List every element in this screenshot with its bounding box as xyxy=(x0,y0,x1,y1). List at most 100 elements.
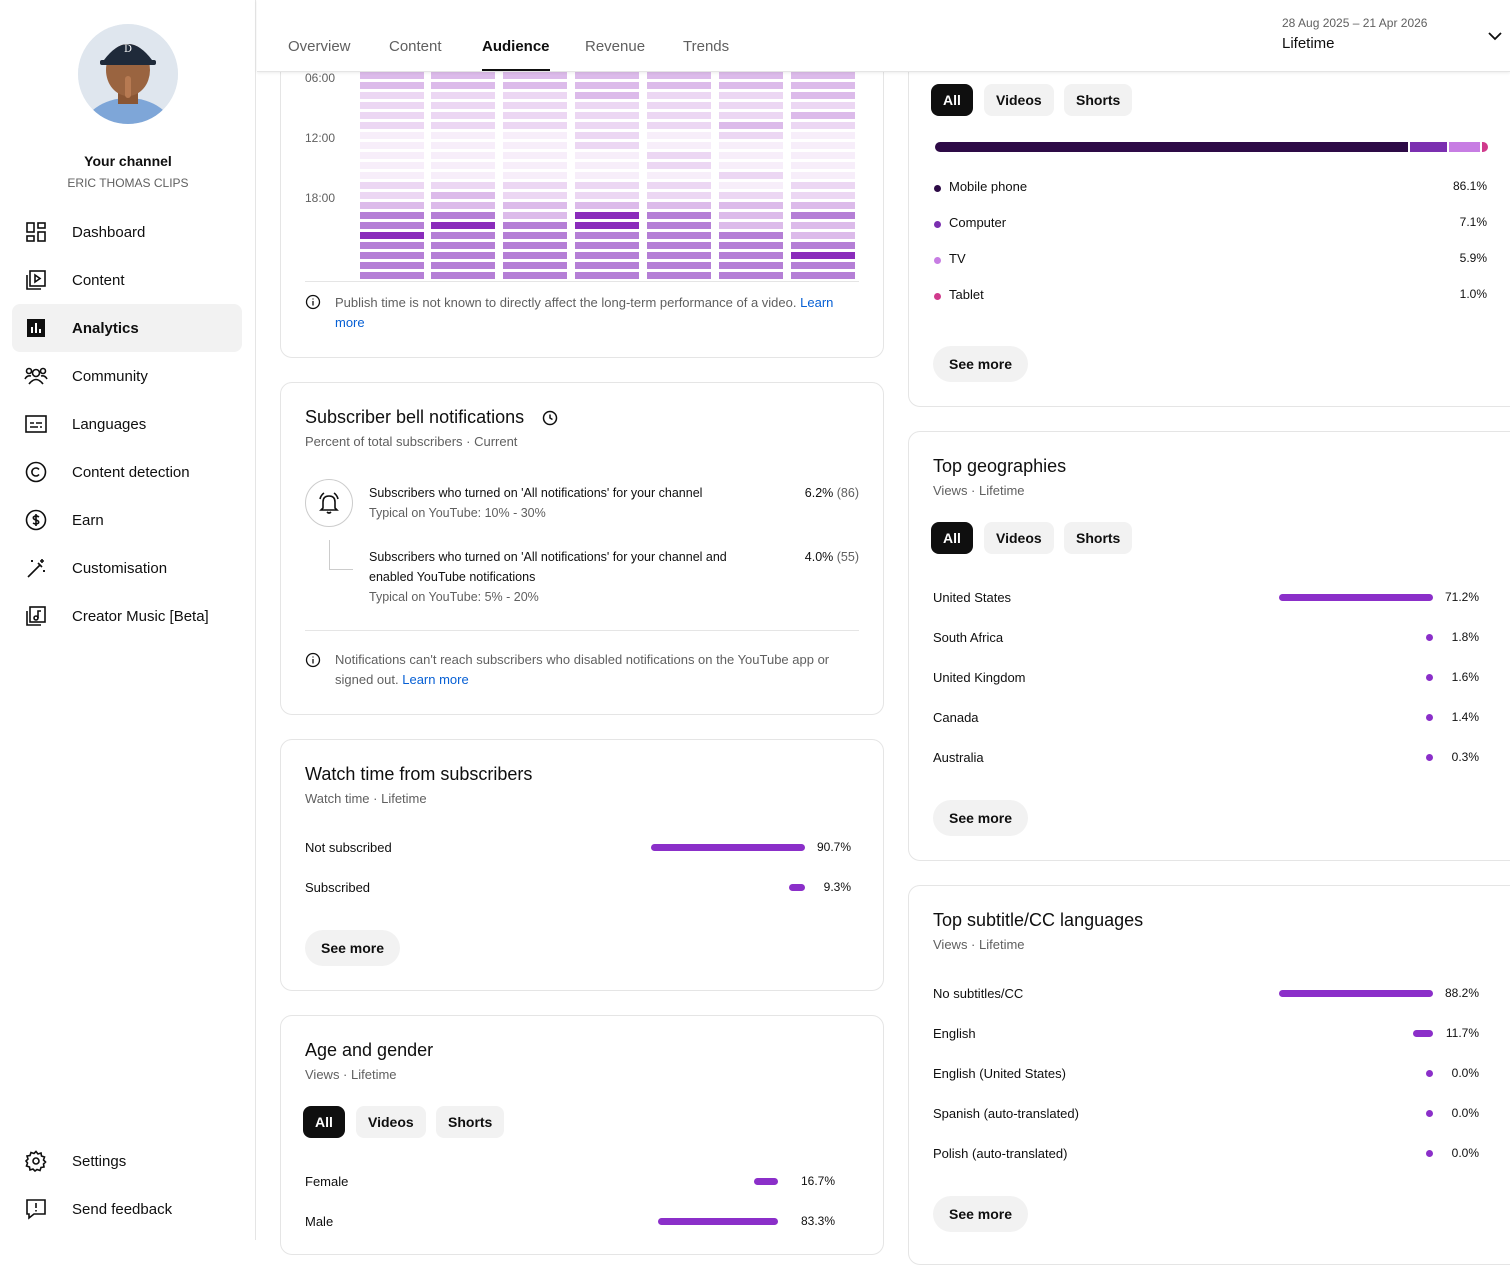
card-title: Watch time from subscribers xyxy=(305,764,533,784)
heatmap-cell xyxy=(791,262,855,269)
heatmap-cell xyxy=(647,132,711,139)
divider xyxy=(305,281,859,282)
sidebar-item-content[interactable]: Content xyxy=(12,256,242,304)
heatmap-cell xyxy=(719,182,783,189)
row-label: English (United States) xyxy=(933,1066,1066,1081)
filter-videos[interactable]: Videos xyxy=(984,522,1054,554)
date-range-text[interactable]: 28 Aug 2025 – 21 Apr 2026 xyxy=(1282,16,1428,30)
learn-more-link[interactable]: more xyxy=(335,315,365,330)
tab-trends[interactable]: Trends xyxy=(683,38,730,55)
heatmap-cell xyxy=(647,262,711,269)
sidebar-item-analytics[interactable]: Analytics xyxy=(12,304,242,352)
gear-icon xyxy=(24,1149,48,1173)
heatmap-cell xyxy=(431,92,495,99)
filter-videos[interactable]: Videos xyxy=(356,1106,426,1138)
row-value: 1.6% xyxy=(1451,670,1479,684)
sidebar-item-label: Send feedback xyxy=(72,1200,173,1218)
filter-all[interactable]: All xyxy=(303,1106,345,1138)
see-more-button[interactable]: See more xyxy=(305,930,401,966)
heatmap-cell xyxy=(431,212,495,219)
languages-icon xyxy=(24,412,48,436)
heatmap-cell xyxy=(719,202,783,209)
sidebar-item-label: Earn xyxy=(72,511,104,529)
percentage-bar xyxy=(658,1218,778,1225)
heatmap-cell xyxy=(647,222,711,229)
publish-note: Publish time is not known to directly af… xyxy=(335,295,834,330)
percentage-dot xyxy=(1426,1150,1433,1157)
row-value: 16.7% xyxy=(800,1174,835,1188)
earn-icon xyxy=(24,508,48,532)
heatmap-cell xyxy=(503,162,567,169)
time-label: 18:00 xyxy=(305,191,336,205)
row-value: 83.3% xyxy=(800,1214,835,1228)
filter-shorts[interactable]: Shorts xyxy=(436,1106,505,1138)
filter-all[interactable]: All xyxy=(931,522,973,554)
heatmap-cell xyxy=(575,162,639,169)
sidebar-item-languages[interactable]: Languages xyxy=(12,400,242,448)
heatmap-cell xyxy=(575,272,639,279)
bell-note: Notifications can't reach subscribers wh… xyxy=(335,652,830,687)
heatmap-cell xyxy=(431,242,495,249)
sidebar-item-send-feedback[interactable]: Send feedback xyxy=(12,1185,242,1233)
tab-revenue[interactable]: Revenue xyxy=(585,38,646,55)
sidebar-item-customisation[interactable]: Customisation xyxy=(12,544,242,592)
card-subtitle: Percent of total subscribers · Current xyxy=(305,434,518,449)
filter-videos[interactable]: Videos xyxy=(984,84,1054,116)
time-label: 12:00 xyxy=(305,131,336,145)
filter-all[interactable]: All xyxy=(931,84,973,116)
heatmap-cell xyxy=(575,82,639,89)
time-label: 06:00 xyxy=(305,71,336,85)
filter-shorts[interactable]: Shorts xyxy=(1064,84,1133,116)
tab-audience[interactable]: Audience xyxy=(482,38,550,71)
row-label: Male xyxy=(305,1214,334,1229)
heatmap-cell xyxy=(719,142,783,149)
heatmap-cell xyxy=(647,142,711,149)
heatmap-cell xyxy=(647,232,711,239)
heatmap-cell xyxy=(575,172,639,179)
heatmap-cell xyxy=(791,142,855,149)
heatmap-cell xyxy=(791,242,855,249)
sidebar-item-creator-music[interactable]: Creator Music [Beta] xyxy=(12,592,242,640)
heatmap-cell xyxy=(503,122,567,129)
avatar[interactable]: D xyxy=(78,24,178,124)
see-more-button[interactable]: See more xyxy=(933,346,1029,382)
heatmap-cell xyxy=(575,102,639,109)
bell-row-text: enabled YouTube notifications xyxy=(369,570,536,584)
row-label: No subtitles/CC xyxy=(933,986,1024,1001)
heatmap-cell xyxy=(575,202,639,209)
row-value: 5.9% xyxy=(1459,251,1487,265)
card-subtitle: Views · Lifetime xyxy=(933,937,1025,952)
period-selector[interactable]: Lifetime xyxy=(1282,35,1335,52)
heatmap-cell xyxy=(647,122,711,129)
sidebar-item-settings[interactable]: Settings xyxy=(12,1137,242,1185)
tab-content[interactable]: Content xyxy=(389,38,442,55)
row-label: Canada xyxy=(933,710,979,725)
learn-more-link[interactable]: Learn more xyxy=(402,672,469,687)
heatmap-cell xyxy=(431,112,495,119)
heatmap-cell xyxy=(719,122,783,129)
heatmap-cell xyxy=(575,212,639,219)
heatmap-cell xyxy=(647,202,711,209)
filter-shorts[interactable]: Shorts xyxy=(1064,522,1133,554)
learn-more-link[interactable]: Learn xyxy=(800,295,834,310)
sidebar-item-dashboard[interactable]: Dashboard xyxy=(12,208,242,256)
percentage-dot xyxy=(1426,754,1433,761)
sidebar-item-content-detection[interactable]: Content detection xyxy=(12,448,242,496)
see-more-button[interactable]: See more xyxy=(933,800,1029,836)
sidebar-item-community[interactable]: Community xyxy=(12,352,242,400)
sidebar-item-earn[interactable]: Earn xyxy=(12,496,242,544)
see-more-button[interactable]: See more xyxy=(933,1196,1029,1232)
heatmap-cell xyxy=(791,272,855,279)
heatmap-cell xyxy=(719,272,783,279)
heatmap-cell xyxy=(503,242,567,249)
heatmap-cell xyxy=(431,192,495,199)
info-icon xyxy=(305,294,321,315)
heatmap-cell xyxy=(503,222,567,229)
heatmap-cell xyxy=(647,82,711,89)
tab-overview[interactable]: Overview xyxy=(288,38,351,55)
percentage-bar xyxy=(1279,594,1433,601)
chevron-down-icon[interactable] xyxy=(1487,28,1503,49)
heatmap-cell xyxy=(503,142,567,149)
clock-icon[interactable] xyxy=(542,410,558,431)
device-bar-segment xyxy=(1482,142,1488,152)
